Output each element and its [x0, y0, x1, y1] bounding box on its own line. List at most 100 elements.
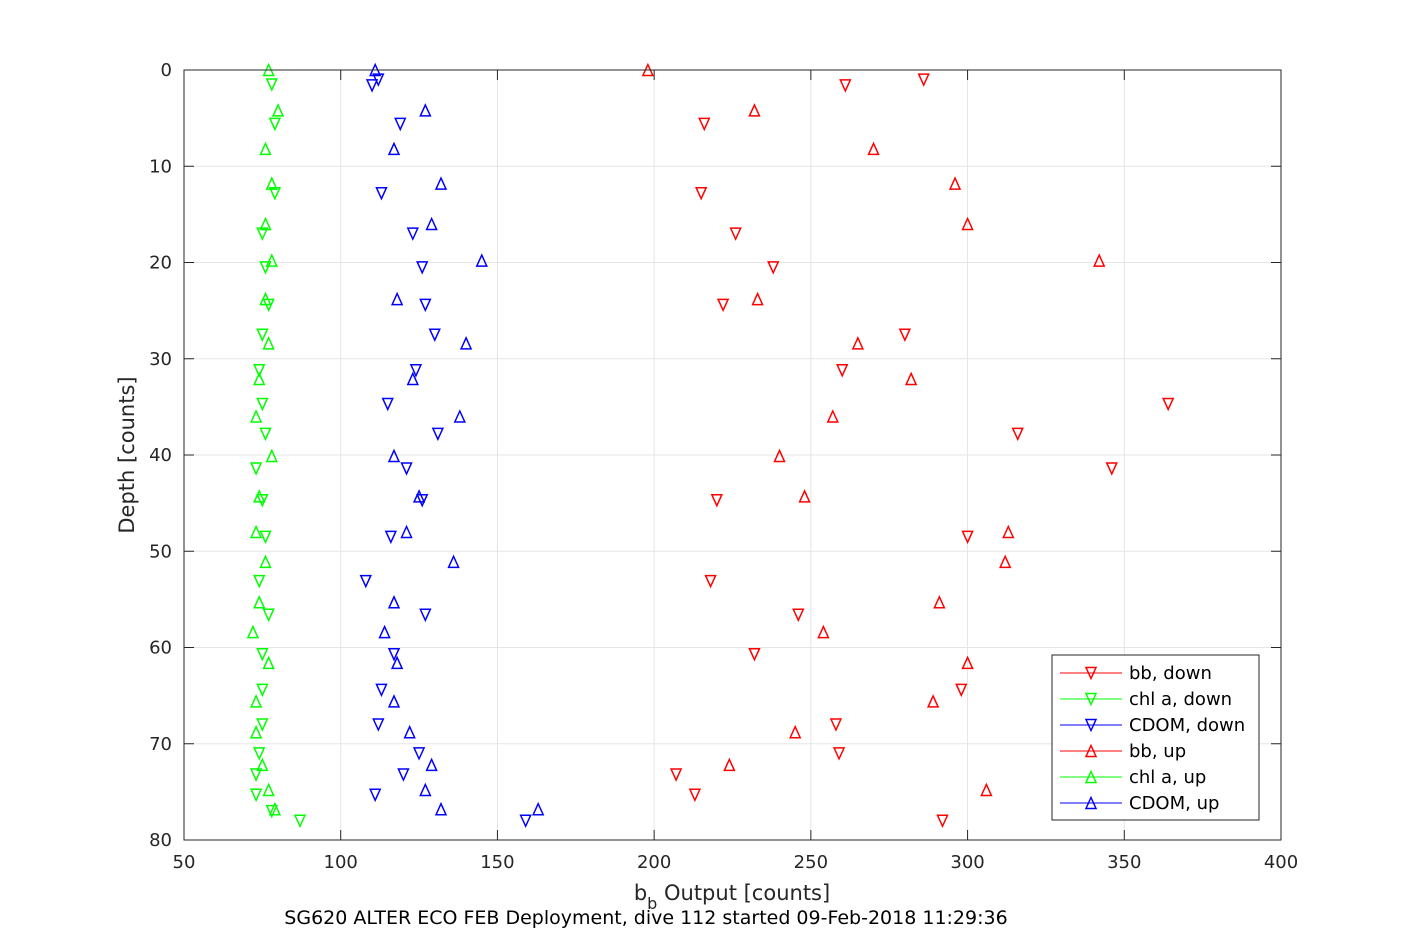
data-point — [268, 117, 282, 132]
x-axis-label-subscript: b — [647, 894, 657, 913]
data-point — [256, 397, 269, 412]
data-point — [789, 724, 802, 739]
data-point — [253, 594, 266, 609]
data-point — [249, 409, 263, 423]
legend-marker — [1084, 692, 1098, 707]
data-point — [378, 624, 391, 639]
data-point — [259, 530, 272, 545]
x-tick-label: 350 — [1107, 852, 1141, 873]
data-point — [400, 524, 413, 539]
legend-box — [1051, 654, 1260, 821]
x-axis-label-rest: Output [counts] — [657, 881, 830, 905]
data-point — [519, 814, 532, 829]
data-point — [406, 371, 419, 386]
data-point — [980, 782, 993, 797]
data-point — [416, 493, 429, 508]
y-tick-label: 40 — [149, 445, 172, 466]
data-point — [917, 73, 930, 87]
data-point — [265, 176, 278, 190]
data-markers — [246, 62, 1175, 829]
data-point — [723, 757, 736, 772]
data-point — [826, 409, 839, 423]
data-point — [256, 328, 269, 342]
legend: bb, down chl a, down CDOM, down bb, up chl a… — [1051, 654, 1260, 821]
data-point — [409, 364, 423, 378]
series-3 — [641, 62, 1106, 797]
y-tick-label: 70 — [149, 734, 172, 755]
data-point — [961, 216, 974, 231]
y-tick-label: 60 — [149, 638, 172, 659]
data-point — [397, 768, 410, 782]
x-axis-label-main: b — [634, 881, 647, 905]
data-point — [948, 176, 962, 190]
data-point — [256, 227, 269, 241]
legend-marker — [1084, 743, 1098, 758]
data-point — [839, 79, 852, 93]
series-4 — [246, 62, 285, 816]
data-point — [419, 103, 432, 117]
data-point — [359, 574, 372, 589]
data-point — [372, 718, 385, 732]
data-point — [387, 594, 401, 609]
data-point — [256, 683, 269, 698]
legend-item: chl a, down — [1060, 689, 1232, 710]
data-point — [832, 747, 846, 761]
data-point — [961, 530, 974, 545]
data-point — [428, 328, 441, 342]
data-point — [387, 448, 401, 463]
legend-label: chl a, up — [1129, 767, 1206, 788]
x-tick-label: 50 — [173, 852, 196, 873]
data-point — [447, 554, 460, 569]
data-point — [256, 757, 269, 772]
data-point — [369, 788, 382, 803]
y-tick-label: 10 — [149, 156, 172, 177]
data-point — [453, 409, 466, 423]
data-point — [926, 694, 940, 708]
x-tick-label: 300 — [950, 852, 984, 873]
data-point — [387, 141, 401, 156]
data-point — [253, 747, 266, 761]
data-point — [698, 117, 711, 132]
data-point — [434, 176, 448, 190]
data-point — [694, 186, 708, 201]
legend-item: CDOM, up — [1060, 793, 1219, 814]
data-point — [751, 291, 764, 306]
data-point — [898, 328, 912, 342]
data-point — [262, 655, 275, 670]
data-point — [669, 768, 683, 782]
legend-label: chl a, down — [1129, 689, 1232, 710]
y-tick-label: 50 — [149, 541, 172, 562]
data-point — [1162, 397, 1175, 412]
data-point — [425, 757, 438, 772]
x-tick-label: 250 — [794, 852, 828, 873]
data-point — [999, 554, 1012, 569]
data-point — [387, 694, 401, 708]
x-tick-label: 200 — [637, 852, 671, 873]
data-point — [265, 804, 278, 819]
data-point — [829, 718, 843, 732]
data-point — [419, 782, 432, 797]
data-point — [767, 261, 780, 275]
data-point — [365, 79, 379, 93]
data-point — [867, 141, 880, 156]
data-point — [403, 724, 416, 739]
x-axis-label: bb Output [counts] — [634, 881, 830, 913]
data-point — [400, 462, 413, 476]
data-point — [259, 554, 272, 569]
data-point — [1011, 427, 1024, 442]
data-point — [773, 448, 786, 463]
data-point — [387, 647, 401, 662]
data-point — [532, 801, 545, 816]
data-point — [259, 216, 272, 231]
y-tick-label: 80 — [149, 830, 172, 851]
x-tick-label: 150 — [480, 852, 514, 873]
series-0 — [669, 73, 1175, 829]
data-point — [262, 608, 275, 623]
data-point — [729, 227, 742, 241]
legend-marker — [1084, 769, 1098, 784]
data-point — [390, 655, 404, 670]
axis-ticks: 50 100 150 200 250 300 350 400 0 10 20 30 40 50 60 70 80 — [149, 60, 1298, 873]
figure-caption: SG620 ALTER ECO FEB Deployment, dive 112… — [284, 907, 1007, 929]
data-point — [384, 530, 398, 545]
data-point — [390, 291, 404, 306]
